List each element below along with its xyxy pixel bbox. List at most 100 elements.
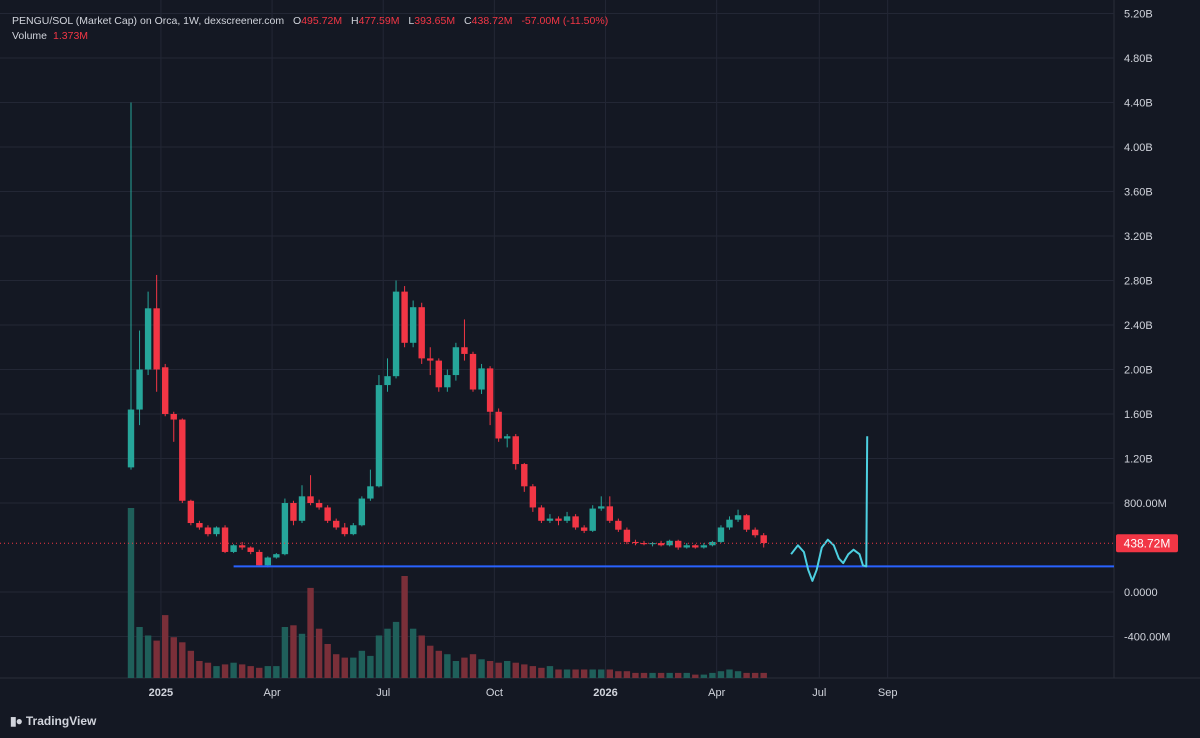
candle-body bbox=[529, 486, 537, 508]
volume-bar bbox=[623, 671, 631, 678]
volume-bar bbox=[563, 669, 571, 678]
x-tick-label: Jul bbox=[812, 687, 826, 699]
volume-bar bbox=[162, 615, 169, 678]
y-tick-label: 2.40B bbox=[1124, 320, 1153, 332]
volume-bar bbox=[350, 657, 357, 678]
candle-body bbox=[221, 527, 229, 552]
volume-bar bbox=[213, 666, 220, 678]
x-tick-label: Oct bbox=[486, 687, 503, 699]
candle-body bbox=[563, 516, 571, 521]
candle-body bbox=[717, 527, 725, 542]
candle-body bbox=[504, 436, 511, 439]
candle-body bbox=[461, 347, 468, 354]
candle-body bbox=[512, 436, 519, 465]
volume-bar bbox=[256, 667, 263, 678]
last-price-label: 438.72M bbox=[1124, 537, 1171, 551]
volume-bar bbox=[367, 655, 374, 678]
candle-body bbox=[598, 506, 605, 509]
candle-body bbox=[324, 507, 331, 521]
volume-bar bbox=[341, 657, 348, 678]
candle-body bbox=[153, 308, 160, 370]
low-label: L bbox=[408, 15, 415, 27]
candle-body bbox=[136, 369, 143, 410]
candle-body bbox=[315, 503, 323, 508]
chart-legend: PENGU/SOL (Market Cap) on Orca, 1W, dexs… bbox=[12, 14, 608, 44]
x-tick-label: Apr bbox=[264, 687, 281, 699]
volume-bar bbox=[478, 659, 485, 678]
volume-bars bbox=[127, 508, 767, 678]
candle-body bbox=[683, 545, 690, 548]
x-tick-label: 2026 bbox=[593, 687, 617, 699]
volume-bar bbox=[709, 672, 716, 678]
candle-body bbox=[546, 518, 554, 521]
candle-body bbox=[290, 503, 297, 521]
candle-body bbox=[606, 506, 613, 521]
candle-body bbox=[580, 527, 588, 531]
volume-bar bbox=[495, 662, 502, 678]
high-label: H bbox=[351, 15, 359, 27]
candle-body bbox=[307, 496, 314, 503]
volume-bar bbox=[606, 669, 613, 678]
candle-body bbox=[230, 545, 237, 552]
candle-body bbox=[555, 518, 562, 521]
y-axis[interactable]: 5.20B 4.80B 4.40B 4.00B 3.60B 3.20B 2.80B 2.40B… bbox=[1124, 9, 1170, 644]
low-value: 393.65M bbox=[414, 15, 456, 27]
volume-bar bbox=[418, 635, 425, 678]
candle-body bbox=[213, 527, 220, 535]
open-value: 495.72M bbox=[301, 15, 343, 27]
volume-bar bbox=[734, 671, 742, 678]
candle-body bbox=[666, 540, 673, 546]
volume-bar bbox=[692, 674, 699, 678]
volume-bar bbox=[315, 628, 323, 678]
candle-body bbox=[196, 523, 203, 528]
volume-bar bbox=[204, 662, 212, 678]
tradingview-logo-icon: ▮● bbox=[10, 714, 23, 728]
x-tick-label: Jul bbox=[376, 687, 390, 699]
candle-body bbox=[350, 525, 357, 535]
volume-bar bbox=[401, 576, 408, 678]
volume-bar bbox=[324, 644, 331, 678]
volume-bar bbox=[538, 667, 545, 678]
candle-body bbox=[760, 535, 767, 544]
volume-bar bbox=[649, 672, 656, 678]
tradingview-brand[interactable]: ▮● TradingView bbox=[10, 714, 96, 728]
candle-body bbox=[144, 308, 152, 370]
volume-bar bbox=[384, 628, 391, 678]
volume-bar bbox=[358, 650, 366, 678]
candle-body bbox=[247, 547, 254, 552]
volume-bar bbox=[298, 633, 306, 678]
candle-body bbox=[751, 529, 759, 536]
y-tick-label: 0.0000 bbox=[1124, 587, 1158, 599]
candle-body bbox=[675, 540, 682, 548]
candle-body bbox=[273, 554, 280, 558]
volume-bar bbox=[598, 669, 605, 678]
y-tick-label: 4.40B bbox=[1124, 98, 1153, 110]
candle-body bbox=[418, 307, 425, 359]
volume-bar bbox=[615, 671, 622, 678]
x-tick-label: Sep bbox=[878, 687, 898, 699]
projection-path[interactable] bbox=[790, 436, 869, 582]
candle-body bbox=[632, 541, 639, 544]
y-tick-label: 2.00B bbox=[1124, 365, 1153, 377]
candle-body bbox=[726, 519, 733, 528]
volume-bar bbox=[427, 645, 434, 678]
chart-grid bbox=[0, 0, 1200, 679]
candle-body bbox=[281, 503, 289, 555]
drawings[interactable]: 438.72M bbox=[0, 436, 1178, 582]
candle-body bbox=[743, 515, 750, 530]
candle-body bbox=[572, 516, 579, 528]
x-axis[interactable]: 2025 Apr Jul Oct 2026 Apr Jul Sep bbox=[149, 687, 898, 699]
candle-body bbox=[341, 527, 348, 535]
candle-body bbox=[179, 419, 186, 501]
volume-bar bbox=[632, 672, 639, 678]
candlesticks bbox=[127, 102, 767, 568]
y-tick-label: 2.80B bbox=[1124, 276, 1153, 288]
volume-bar bbox=[529, 666, 537, 678]
volume-bar bbox=[230, 662, 237, 678]
volume-bar bbox=[751, 672, 759, 678]
x-tick-label: 2025 bbox=[149, 687, 173, 699]
volume-bar bbox=[264, 666, 271, 678]
y-tick-label: 800.00M bbox=[1124, 498, 1167, 510]
symbol-title[interactable]: PENGU/SOL (Market Cap) on Orca, 1W, dexs… bbox=[12, 15, 285, 27]
